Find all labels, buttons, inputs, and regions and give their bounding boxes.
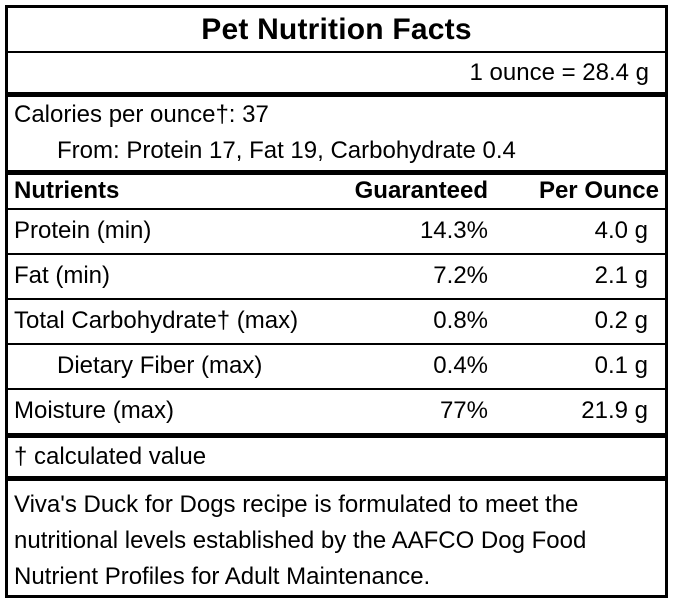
nutrient-name: Protein (min) bbox=[14, 217, 152, 245]
guaranteed-value: 0.8% bbox=[433, 307, 488, 335]
calories-from-line: From: Protein 17, Fat 19, Carbohydrate 0… bbox=[57, 137, 516, 165]
per-ounce-value: 0.2 g bbox=[594, 307, 648, 335]
table-row: Dietary Fiber (max) 0.4% 0.1 g bbox=[8, 345, 665, 390]
guaranteed-value: 0.4% bbox=[433, 352, 488, 380]
label-title: Pet Nutrition Facts bbox=[8, 8, 665, 54]
table-row: Total Carbohydrate† (max) 0.8% 0.2 g bbox=[8, 300, 665, 345]
table-row: Fat (min) 7.2% 2.1 g bbox=[8, 255, 665, 300]
per-ounce-value: 2.1 g bbox=[594, 262, 648, 290]
aafco-statement: Viva's Duck for Dogs recipe is formulate… bbox=[14, 491, 587, 590]
guaranteed-value: 7.2% bbox=[433, 262, 488, 290]
serving-equivalence-text: 1 ounce = 28.4 g bbox=[469, 58, 649, 86]
nutrient-name: Moisture (max) bbox=[14, 397, 175, 425]
per-ounce-value: 21.9 g bbox=[581, 397, 648, 425]
header-guaranteed: Guaranteed bbox=[354, 177, 488, 205]
calculated-value-footnote: † calculated value bbox=[8, 438, 665, 481]
pet-nutrition-facts-label: Pet Nutrition Facts 1 ounce = 28.4 g Cal… bbox=[5, 5, 668, 598]
table-row: Protein (min) 14.3% 4.0 g bbox=[8, 210, 665, 255]
calories-per-ounce-line: Calories per ounce†: 37 bbox=[14, 101, 269, 129]
nutrient-name: Total Carbohydrate† (max) bbox=[14, 307, 299, 335]
serving-equivalence-row: 1 ounce = 28.4 g bbox=[8, 53, 665, 98]
guaranteed-value: 77% bbox=[439, 397, 488, 425]
nutrient-rows: Protein (min) 14.3% 4.0 g Fat (min) 7.2%… bbox=[8, 210, 665, 438]
per-ounce-value: 0.1 g bbox=[594, 352, 648, 380]
per-ounce-value: 4.0 g bbox=[594, 217, 648, 245]
nutrient-name: Dietary Fiber (max) bbox=[57, 352, 263, 380]
nutrient-name: Fat (min) bbox=[14, 262, 110, 290]
header-per-ounce: Per Ounce bbox=[538, 177, 659, 205]
table-header-row: Nutrients Guaranteed Per Ounce bbox=[8, 175, 665, 210]
calories-section: Calories per ounce†: 37 From: Protein 17… bbox=[8, 97, 665, 175]
guaranteed-value: 14.3% bbox=[419, 217, 488, 245]
header-nutrients: Nutrients bbox=[14, 177, 120, 205]
table-row: Moisture (max) 77% 21.9 g bbox=[8, 390, 665, 438]
